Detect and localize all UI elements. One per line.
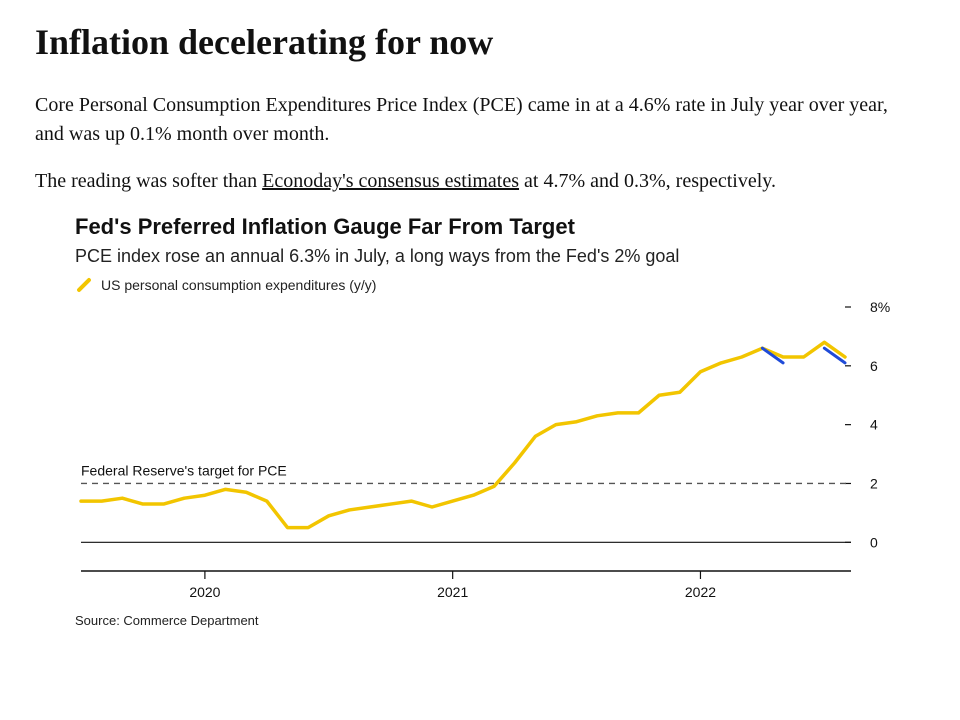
chart-plot-area: 0 2 4 6 8% Federal Reserve's target for PCE 20… xyxy=(75,299,895,599)
legend-label: US personal consumption expenditures (y/… xyxy=(101,277,376,293)
legend-swatch-icon xyxy=(76,278,92,294)
svg-text:2: 2 xyxy=(870,476,878,492)
chart-svg: 0 2 4 6 8% Federal Reserve's target for PCE 20… xyxy=(75,299,895,599)
svg-text:6: 6 xyxy=(870,358,878,374)
chart-title: Fed's Preferred Inflation Gauge Far From… xyxy=(75,214,895,240)
chart-subtitle: PCE index rose an annual 6.3% in July, a… xyxy=(75,246,895,267)
p2-lead: The reading was softer than xyxy=(35,170,262,192)
consensus-estimates-link[interactable]: Econoday's consensus estimates xyxy=(262,170,519,192)
svg-text:2021: 2021 xyxy=(437,584,468,599)
article-title: Inflation decelerating for now xyxy=(35,22,925,63)
chart-legend: US personal consumption expenditures (y/… xyxy=(75,277,895,293)
article-paragraph-1: Core Personal Consumption Expenditures P… xyxy=(35,91,915,149)
chart-source: Source: Commerce Department xyxy=(75,613,895,628)
svg-text:4: 4 xyxy=(870,417,878,433)
p2-tail: at 4.7% and 0.3%, respectively. xyxy=(519,170,776,192)
svg-text:2020: 2020 xyxy=(189,584,220,599)
svg-text:0: 0 xyxy=(870,535,878,551)
svg-text:Federal Reserve's target for P: Federal Reserve's target for PCE xyxy=(81,463,287,479)
svg-text:2022: 2022 xyxy=(685,584,716,599)
article-page: Inflation decelerating for now Core Pers… xyxy=(0,0,960,628)
chart-card: Fed's Preferred Inflation Gauge Far From… xyxy=(75,214,895,628)
svg-text:8%: 8% xyxy=(870,299,890,315)
article-paragraph-2: The reading was softer than Econoday's c… xyxy=(35,167,915,196)
